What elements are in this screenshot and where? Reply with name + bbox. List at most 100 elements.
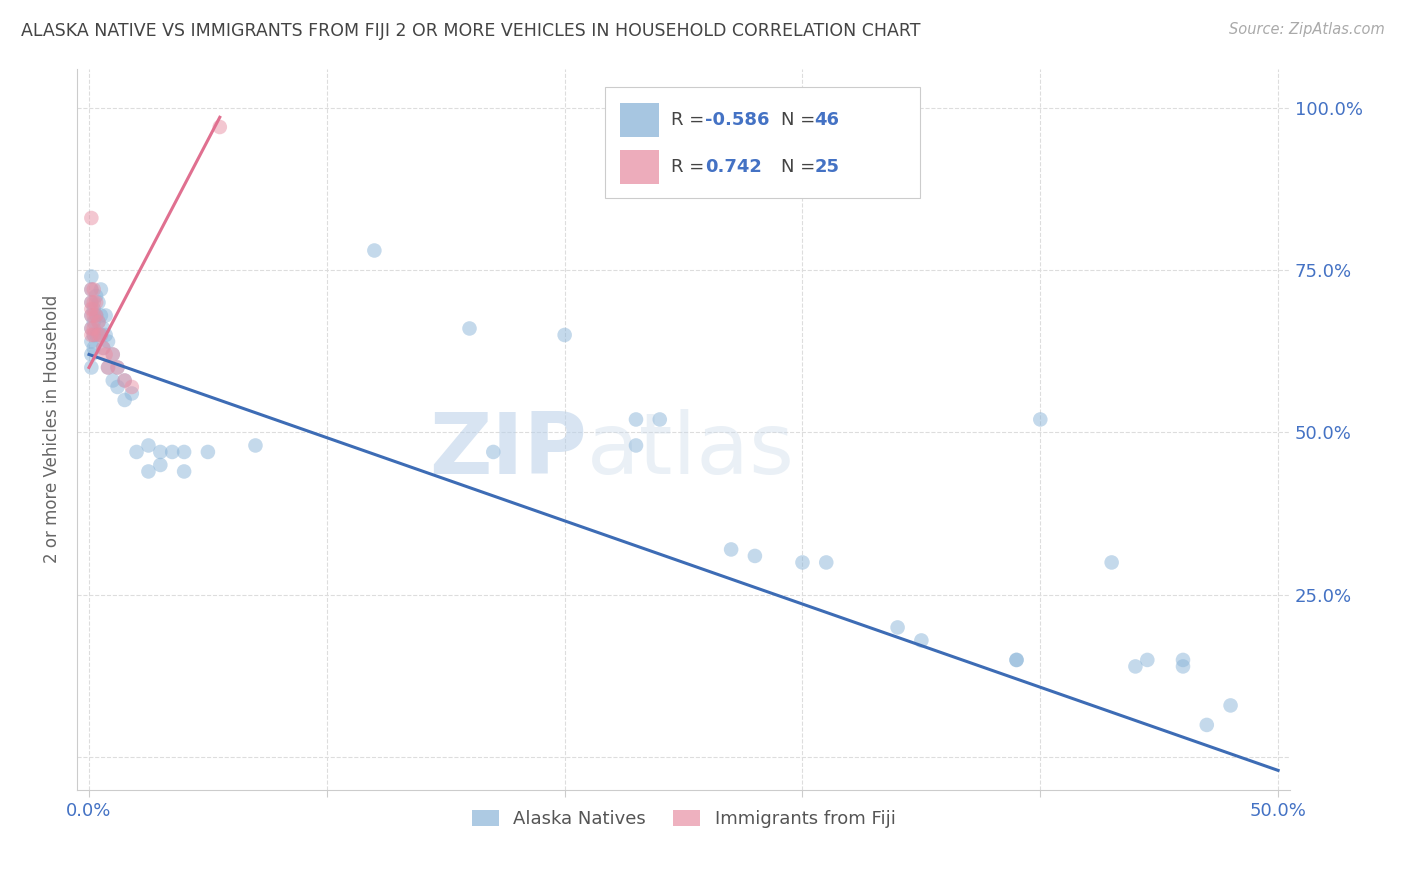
Y-axis label: 2 or more Vehicles in Household: 2 or more Vehicles in Household: [44, 295, 60, 564]
Point: [90, 328, 112, 343]
Text: R =: R =: [672, 158, 710, 176]
Text: Source: ZipAtlas.com: Source: ZipAtlas.com: [1229, 22, 1385, 37]
Point: [648, 412, 671, 426]
Point: [94, 309, 117, 323]
Point: [1195, 718, 1218, 732]
Point: [1219, 698, 1241, 713]
Point: [80, 283, 103, 297]
Point: [97, 334, 120, 349]
Point: [83, 328, 105, 343]
Point: [87, 328, 110, 343]
Point: [138, 438, 160, 452]
Point: [1101, 556, 1123, 570]
FancyBboxPatch shape: [620, 103, 659, 137]
Point: [80, 321, 103, 335]
Point: [80, 360, 103, 375]
Point: [83, 321, 105, 335]
Point: [363, 244, 385, 258]
FancyBboxPatch shape: [605, 87, 920, 198]
Point: [107, 360, 129, 375]
Point: [114, 392, 136, 407]
Point: [149, 445, 172, 459]
Point: [197, 445, 219, 459]
Point: [91, 341, 114, 355]
Point: [80, 334, 103, 349]
Point: [91, 341, 114, 355]
Text: -0.586: -0.586: [706, 112, 770, 129]
Text: atlas: atlas: [586, 409, 794, 492]
Point: [80, 295, 103, 310]
Point: [83, 301, 105, 316]
Point: [83, 283, 105, 297]
Point: [80, 301, 103, 316]
Point: [1029, 412, 1052, 426]
Point: [90, 283, 112, 297]
Text: 46: 46: [814, 112, 839, 129]
Point: [101, 347, 124, 361]
Text: N =: N =: [780, 158, 821, 176]
Text: N =: N =: [780, 112, 821, 129]
Point: [1125, 659, 1147, 673]
Point: [208, 120, 231, 134]
Point: [84, 289, 107, 303]
Point: [149, 458, 172, 472]
Text: 0.742: 0.742: [706, 158, 762, 176]
Point: [114, 374, 136, 388]
Point: [84, 309, 107, 323]
Point: [107, 380, 129, 394]
Point: [624, 412, 647, 426]
Point: [815, 556, 838, 570]
FancyBboxPatch shape: [620, 150, 659, 185]
Point: [910, 633, 932, 648]
Point: [87, 315, 110, 329]
Point: [101, 374, 124, 388]
Point: [83, 328, 105, 343]
Point: [125, 445, 148, 459]
Point: [121, 386, 143, 401]
Legend: Alaska Natives, Immigrants from Fiji: Alaska Natives, Immigrants from Fiji: [464, 802, 903, 835]
Point: [97, 360, 120, 375]
Point: [83, 295, 105, 310]
Point: [1136, 653, 1159, 667]
Text: 25: 25: [814, 158, 839, 176]
Point: [80, 328, 103, 343]
Point: [80, 211, 103, 225]
Point: [1171, 659, 1194, 673]
Point: [94, 347, 117, 361]
Point: [84, 295, 107, 310]
Point: [90, 328, 112, 343]
Point: [80, 269, 103, 284]
Point: [1171, 653, 1194, 667]
Point: [114, 374, 136, 388]
Point: [94, 328, 117, 343]
Point: [80, 321, 103, 335]
Point: [84, 328, 107, 343]
Point: [107, 360, 129, 375]
Point: [624, 438, 647, 452]
Point: [97, 360, 120, 375]
Point: [886, 620, 908, 634]
Point: [160, 445, 183, 459]
Point: [80, 309, 103, 323]
Point: [121, 380, 143, 394]
Point: [80, 347, 103, 361]
Point: [91, 321, 114, 335]
Point: [173, 445, 195, 459]
Point: [90, 309, 112, 323]
Point: [87, 315, 110, 329]
Point: [554, 328, 576, 343]
Point: [83, 309, 105, 323]
Point: [1005, 653, 1028, 667]
Point: [138, 465, 160, 479]
Text: ZIP: ZIP: [429, 409, 586, 492]
Point: [84, 309, 107, 323]
Point: [173, 465, 195, 479]
Point: [482, 445, 505, 459]
Point: [80, 309, 103, 323]
Point: [458, 321, 481, 335]
Point: [80, 283, 103, 297]
Point: [1005, 653, 1028, 667]
Point: [245, 438, 267, 452]
Point: [101, 347, 124, 361]
Point: [87, 295, 110, 310]
